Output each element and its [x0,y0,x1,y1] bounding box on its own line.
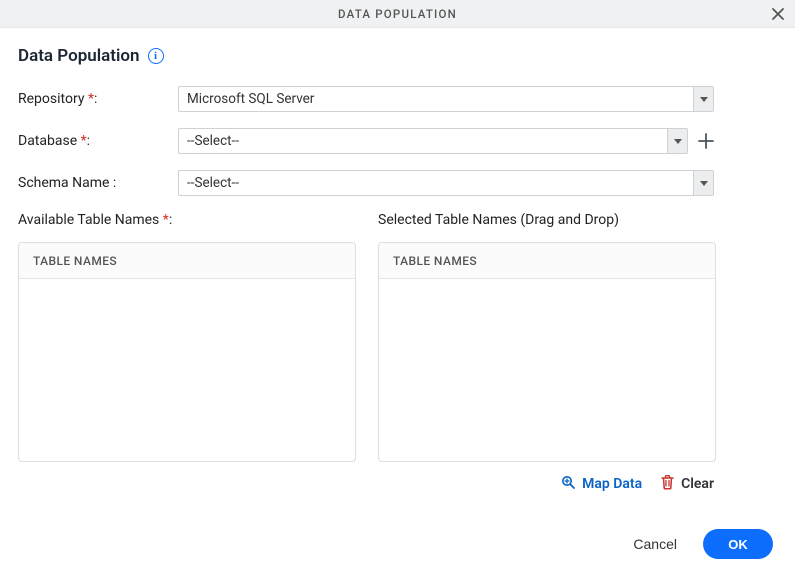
repository-label: Repository *: [18,91,178,107]
schema-label: Schema Name : [18,175,178,191]
map-data-button[interactable]: Map Data [560,474,642,494]
database-label: Database *: [18,133,178,149]
chevron-down-icon[interactable] [667,129,687,153]
data-population-dialog: DATA POPULATION Data Population i Reposi… [0,0,795,577]
dialog-body: Data Population i Repository *: Microsof… [0,28,795,494]
available-tables-body[interactable] [19,279,355,461]
repository-select[interactable]: Microsoft SQL Server [178,86,714,112]
dialog-footer: Cancel OK [629,529,773,559]
cancel-button[interactable]: Cancel [629,530,681,558]
page-title: Data Population [18,46,140,66]
repository-row: Repository *: Microsoft SQL Server [18,86,777,112]
required-asterisk: * [163,212,169,228]
close-icon[interactable] [771,0,785,28]
selected-tables-header: TABLE NAMES [379,243,715,279]
repository-value[interactable]: Microsoft SQL Server [179,87,693,111]
chevron-down-icon[interactable] [693,171,713,195]
section-title: Data Population i [18,46,777,66]
required-asterisk: * [88,91,94,107]
available-tables-col: Available Table Names *: TABLE NAMES [18,212,356,494]
add-database-button[interactable] [698,133,714,149]
trash-icon [660,474,675,494]
available-tables-label: Available Table Names *: [18,212,356,228]
selected-tables-body[interactable] [379,279,715,461]
schema-select[interactable]: --Select-- [178,170,714,196]
selected-tables-col: Selected Table Names (Drag and Drop) TAB… [378,212,716,494]
titlebar-title: DATA POPULATION [338,7,457,21]
database-select[interactable]: --Select-- [178,128,688,154]
info-icon[interactable]: i [148,48,164,64]
tables-row: Available Table Names *: TABLE NAMES Sel… [18,212,777,494]
search-data-icon [560,474,576,494]
available-tables-panel[interactable]: TABLE NAMES [18,242,356,462]
database-value[interactable]: --Select-- [179,129,667,153]
available-tables-header: TABLE NAMES [19,243,355,279]
selected-actions: Map Data Clear [378,474,716,494]
selected-tables-label: Selected Table Names (Drag and Drop) [378,212,716,228]
selected-tables-panel[interactable]: TABLE NAMES [378,242,716,462]
clear-button[interactable]: Clear [660,474,714,494]
titlebar: DATA POPULATION [0,0,795,28]
schema-value[interactable]: --Select-- [179,171,693,195]
required-asterisk: * [81,133,87,149]
database-row: Database *: --Select-- [18,128,777,154]
chevron-down-icon[interactable] [693,87,713,111]
ok-button[interactable]: OK [703,529,773,559]
schema-row: Schema Name : --Select-- [18,170,777,196]
